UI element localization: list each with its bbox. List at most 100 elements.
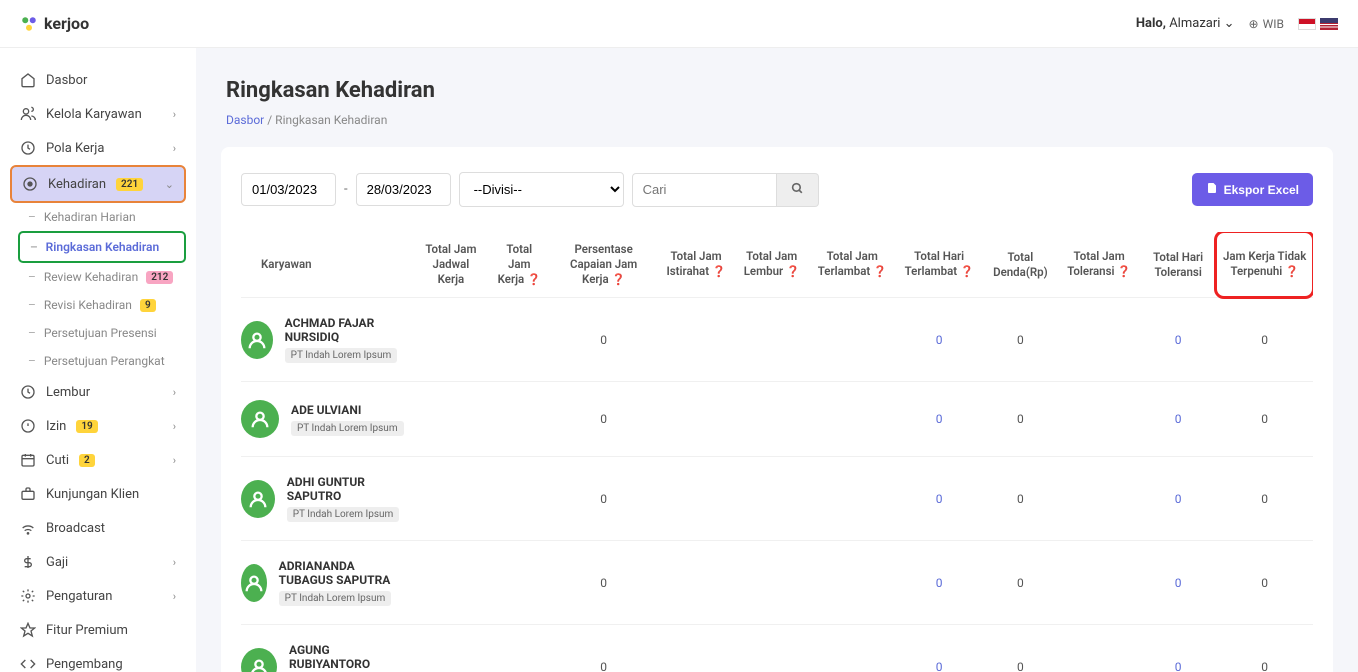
table-cell: 0 [1140,382,1216,457]
link-value[interactable]: 0 [936,492,943,506]
sidebar-item-fitur-premium[interactable]: Fitur Premium [10,613,186,647]
help-icon[interactable]: ❓ [873,265,887,278]
col-header: Persentase Capaian Jam Kerja ❓ [550,232,658,298]
date-from-input[interactable] [241,173,336,206]
col-header: Total Denda(Rp) [983,232,1059,298]
sidebar-item-kelola-karyawan[interactable]: Kelola Karyawan › [10,97,186,131]
chevron-icon: › [173,454,176,467]
sidebar-item-dasbor[interactable]: Dasbor [10,63,186,97]
link-value[interactable]: 0 [936,412,943,426]
help-icon[interactable]: ❓ [712,265,726,278]
table-cell [657,457,734,541]
avatar [241,564,267,602]
table-row: ADE ULVIANI PT Indah Lorem Ipsum 00000 [241,382,1313,457]
employee-cell[interactable]: ACHMAD FAJAR NURSIDIQ PT Indah Lorem Ips… [241,316,407,363]
breadcrumb-root[interactable]: Dasbor [226,113,264,127]
sidebar-item-izin[interactable]: Izin 19 › [10,409,186,443]
employee-dept: PT Indah Lorem Ipsum [287,507,400,522]
sub-item-ringkasan-kehadiran[interactable]: Ringkasan Kehadiran [18,231,186,263]
search-input[interactable] [632,173,777,207]
help-icon[interactable]: ❓ [1117,265,1131,278]
sidebar-item-label: Fitur Premium [46,623,128,638]
col-header: Total Hari Terlambat ❓ [896,232,983,298]
employee-cell[interactable]: ADE ULVIANI PT Indah Lorem Ipsum [241,400,407,438]
link-value[interactable]: 0 [1175,576,1182,590]
table-cell: 0 [1216,382,1313,457]
table-cell: 0 [896,382,983,457]
division-select[interactable]: --Divisi-- [459,172,624,207]
sidebar-item-cuti[interactable]: Cuti 2 › [10,443,186,477]
link-value[interactable]: 0 [1175,492,1182,506]
sidebar-item-label: Cuti [46,453,69,468]
col-header: Total Jam Terlambat ❓ [809,232,896,298]
table-cell [657,298,734,382]
employee-cell[interactable]: AGUNG RUBIYANTORO PT Indah Lorem Ipsum [241,643,407,672]
help-icon[interactable]: ❓ [612,273,626,286]
sidebar-item-pola-kerja[interactable]: Pola Kerja › [10,131,186,165]
sidebar-item-label: Lembur [46,385,90,400]
flag-us-icon[interactable] [1320,18,1338,30]
table-cell: 0 [896,541,983,625]
link-value[interactable]: 0 [936,576,943,590]
table-cell [809,382,896,457]
sub-item-review-kehadiran[interactable]: Review Kehadiran212 [18,263,186,291]
wifi-icon [20,520,36,536]
flag-indonesia-icon[interactable] [1298,18,1316,30]
breadcrumb: Dasbor / Ringkasan Kehadiran [226,113,1328,127]
export-excel-button[interactable]: Ekspor Excel [1192,173,1313,206]
employee-cell[interactable]: ADRIANANDA TUBAGUS SAPUTRA PT Indah Lore… [241,559,407,606]
link-value[interactable]: 0 [1175,412,1182,426]
search-button[interactable] [777,173,819,207]
badge: 212 [146,271,173,284]
help-icon[interactable]: ❓ [960,265,974,278]
filters-row: - --Divisi-- Eksp [241,172,1313,207]
attendance-table: KaryawanTotal Jam Jadwal KerjaTotal Jam … [241,232,1313,672]
code-icon [20,656,36,672]
sidebar-item-pengaturan[interactable]: Pengaturan › [10,579,186,613]
table-cell [735,298,809,382]
sub-item-persetujuan-presensi[interactable]: Persetujuan Presensi [18,319,186,347]
help-icon[interactable]: ❓ [1285,265,1299,278]
table-cell: 0 [896,457,983,541]
table-row: AGUNG RUBIYANTORO PT Indah Lorem Ipsum 0… [241,625,1313,672]
user-greeting[interactable]: Halo, Almazari ⌄ [1136,16,1235,31]
sidebar-item-kehadiran[interactable]: Kehadiran 221 ⌄ [10,165,186,203]
avatar [241,321,273,359]
sidebar-item-lembur[interactable]: Lembur › [10,375,186,409]
content-card: - --Divisi-- Eksp [221,147,1333,672]
col-header: Total Jam Jadwal Kerja [413,232,488,298]
file-icon [1206,182,1218,197]
help-icon[interactable]: ❓ [527,273,541,286]
sidebar-item-gaji[interactable]: Gaji › [10,545,186,579]
chevron-icon: › [173,386,176,399]
star-icon [20,622,36,638]
sub-item-persetujuan-perangkat[interactable]: Persetujuan Perangkat [18,347,186,375]
employee-dept: PT Indah Lorem Ipsum [291,421,404,436]
sidebar-item-pengembang[interactable]: Pengembang [10,647,186,672]
table-cell: 0 [1216,457,1313,541]
link-value[interactable]: 0 [936,333,943,347]
sub-item-kehadiran-harian[interactable]: Kehadiran Harian [18,203,186,231]
link-value[interactable]: 0 [1175,333,1182,347]
timezone-selector[interactable]: ⊕ WIB [1249,17,1284,31]
employee-name: ADRIANANDA TUBAGUS SAPUTRA [279,559,408,587]
table-cell [735,457,809,541]
chevron-icon: › [173,590,176,603]
dollar-icon [20,554,36,570]
table-cell: 0 [1140,625,1216,672]
link-value[interactable]: 0 [936,660,943,672]
employee-cell[interactable]: ADHI GUNTUR SAPUTRO PT Indah Lorem Ipsum [241,475,407,522]
brand-logo[interactable]: kerjoo [20,14,89,33]
link-value[interactable]: 0 [1175,660,1182,672]
table-cell [1058,625,1140,672]
sub-item-revisi-kehadiran[interactable]: Revisi Kehadiran9 [18,291,186,319]
sidebar-item-kunjungan-klien[interactable]: Kunjungan Klien [10,477,186,511]
employee-dept: PT Indah Lorem Ipsum [279,591,392,606]
table-cell [735,382,809,457]
date-to-input[interactable] [356,173,451,206]
date-dash: - [344,182,348,197]
help-icon[interactable]: ❓ [786,265,800,278]
chevron-down-icon: ⌄ [1224,16,1235,31]
sidebar-item-broadcast[interactable]: Broadcast [10,511,186,545]
table-cell [413,457,488,541]
